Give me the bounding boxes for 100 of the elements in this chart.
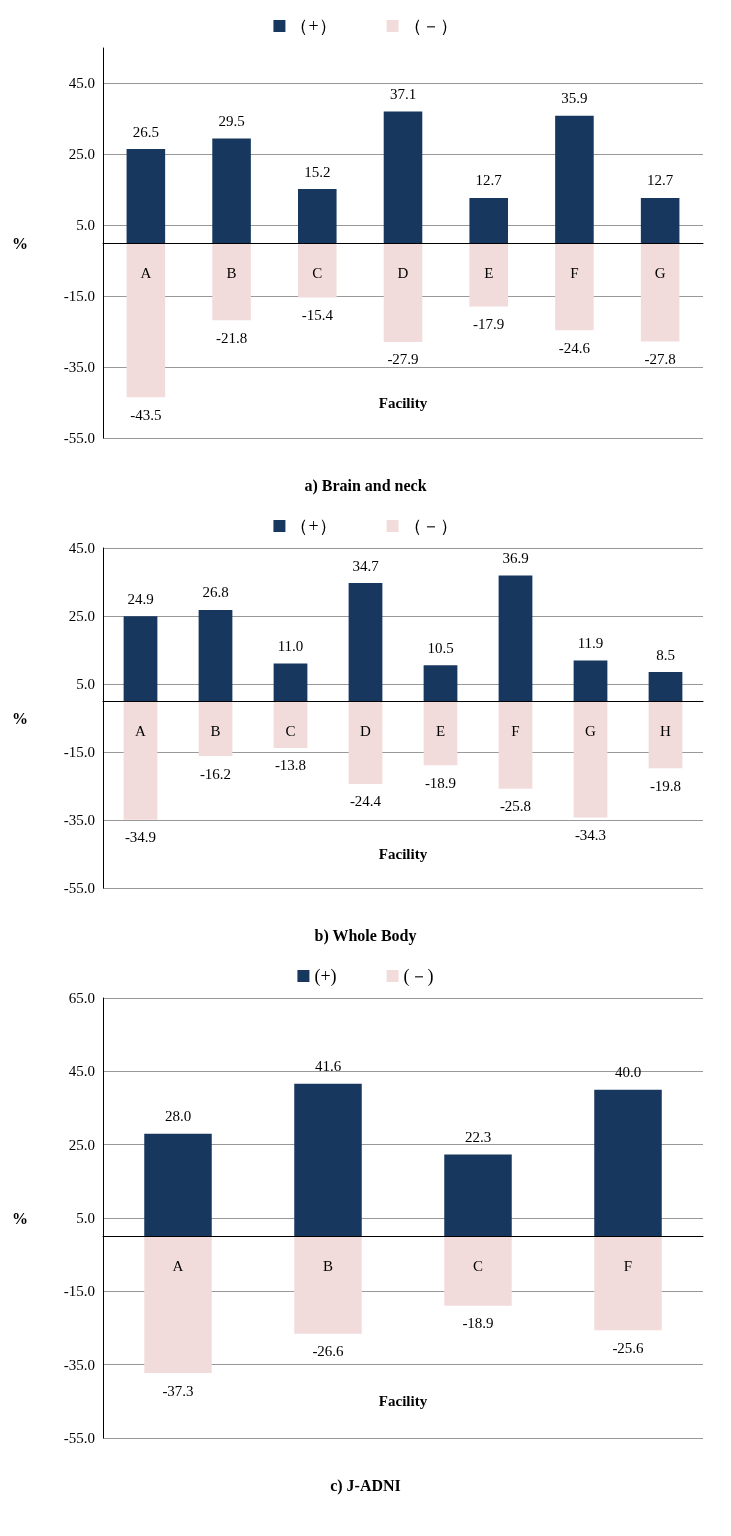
bar	[198, 609, 233, 701]
data-label: -18.9	[424, 774, 457, 791]
data-label: 29.5	[218, 112, 245, 129]
data-label: -15.4	[301, 307, 334, 324]
x-tick-label: D	[360, 722, 372, 739]
data-label: -27.9	[387, 351, 419, 368]
data-label: 11.0	[277, 638, 304, 655]
legend-label: (+)	[314, 966, 337, 987]
x-tick-label: B	[322, 1257, 334, 1274]
y-tick-label: 5.0	[76, 217, 95, 234]
bar	[212, 138, 251, 243]
y-axis-title: %	[12, 1209, 28, 1227]
bar	[648, 701, 683, 769]
data-label: 22.3	[464, 1129, 492, 1146]
data-label: -18.9	[462, 1315, 494, 1332]
y-tick-label: -55.0	[63, 1430, 95, 1446]
data-label: 11.9	[577, 635, 604, 652]
bar	[123, 616, 158, 701]
data-label: -16.2	[199, 765, 232, 782]
data-label: -17.9	[473, 315, 505, 332]
text: a) Brain and neck	[304, 476, 427, 495]
data-label: 37.1	[389, 85, 417, 102]
data-label: 26.8	[202, 584, 229, 601]
y-tick-label: -55.0	[63, 880, 95, 896]
x-axis-title: Facility	[378, 394, 428, 411]
bar	[126, 243, 166, 398]
legend-label: （－）	[403, 516, 458, 536]
data-label: -27.8	[644, 351, 676, 368]
data-label: 26.5	[132, 123, 159, 140]
bar	[212, 243, 251, 321]
y-tick-label: -15.0	[63, 288, 95, 305]
data-label: 12.7	[647, 172, 674, 189]
legend-label: （+）	[290, 516, 337, 536]
x-tick-label: H	[660, 722, 672, 739]
y-axis-title: %	[12, 709, 28, 727]
data-label: -13.8	[274, 757, 307, 774]
bar	[498, 701, 533, 789]
bar	[123, 701, 158, 820]
y-tick-label: -15.0	[63, 1283, 95, 1300]
x-axis-title: Facility	[378, 1393, 428, 1410]
bar	[298, 189, 337, 243]
bar	[555, 243, 594, 331]
data-label: -24.4	[349, 793, 382, 810]
data-label: -26.6	[312, 1343, 345, 1360]
data-label: -25.6	[612, 1339, 645, 1356]
data-label: 10.5	[427, 639, 454, 656]
legend-label: （－）	[403, 16, 458, 36]
x-tick-label: A	[140, 264, 152, 281]
bar	[469, 243, 508, 307]
bar	[423, 701, 458, 766]
bar	[298, 243, 337, 298]
data-label: 35.9	[561, 90, 588, 107]
data-label: -24.6	[558, 339, 591, 356]
x-tick-label: A	[172, 1257, 184, 1274]
text: b) Whole Body	[314, 926, 417, 945]
bar	[198, 701, 233, 757]
data-label: 34.7	[352, 557, 380, 574]
y-tick-label: 25.0	[68, 608, 95, 624]
bar	[594, 1089, 662, 1237]
bar	[294, 1236, 362, 1334]
bar	[273, 701, 308, 748]
x-tick-label: E	[435, 722, 446, 739]
data-label: 15.2	[304, 163, 331, 180]
bar	[444, 1236, 512, 1306]
text: c) J-ADNI	[330, 1476, 401, 1495]
y-tick-label: -35.0	[63, 812, 95, 828]
x-tick-label: G	[654, 264, 666, 281]
bar	[640, 243, 680, 342]
y-tick-label: 5.0	[76, 676, 95, 692]
data-label: 36.9	[502, 550, 529, 567]
bar	[423, 665, 458, 701]
y-tick-label: 65.0	[68, 990, 95, 1006]
x-tick-label: B	[210, 722, 221, 739]
data-label: 12.7	[475, 172, 503, 189]
y-tick-label: 5.0	[76, 1210, 95, 1226]
y-tick-label: 45.0	[68, 1063, 95, 1080]
bar	[144, 1133, 212, 1237]
y-tick-label: 25.0	[68, 1136, 95, 1153]
bar	[498, 575, 533, 701]
x-tick-label: A	[135, 722, 147, 739]
x-tick-label: F	[623, 1257, 633, 1274]
x-tick-label: C	[285, 722, 296, 739]
data-label: 28.0	[164, 1108, 192, 1125]
x-tick-label: E	[484, 264, 494, 281]
y-axis-title: %	[12, 234, 28, 252]
data-label: -37.3	[162, 1382, 194, 1399]
data-label: -21.8	[215, 329, 248, 346]
y-tick-label: 45.0	[68, 75, 95, 92]
x-axis-title: Facility	[378, 846, 428, 863]
bar	[126, 149, 166, 243]
data-label: 40.0	[614, 1064, 642, 1081]
bar	[294, 1083, 362, 1237]
y-tick-label: -35.0	[63, 1356, 95, 1373]
data-label: -34.3	[574, 827, 607, 844]
y-tick-label: -55.0	[63, 430, 95, 446]
y-tick-label: 45.0	[68, 540, 95, 556]
data-label: -43.5	[130, 406, 162, 423]
bar	[273, 663, 308, 701]
y-tick-label: -15.0	[63, 744, 95, 760]
y-tick-label: 25.0	[68, 146, 95, 163]
